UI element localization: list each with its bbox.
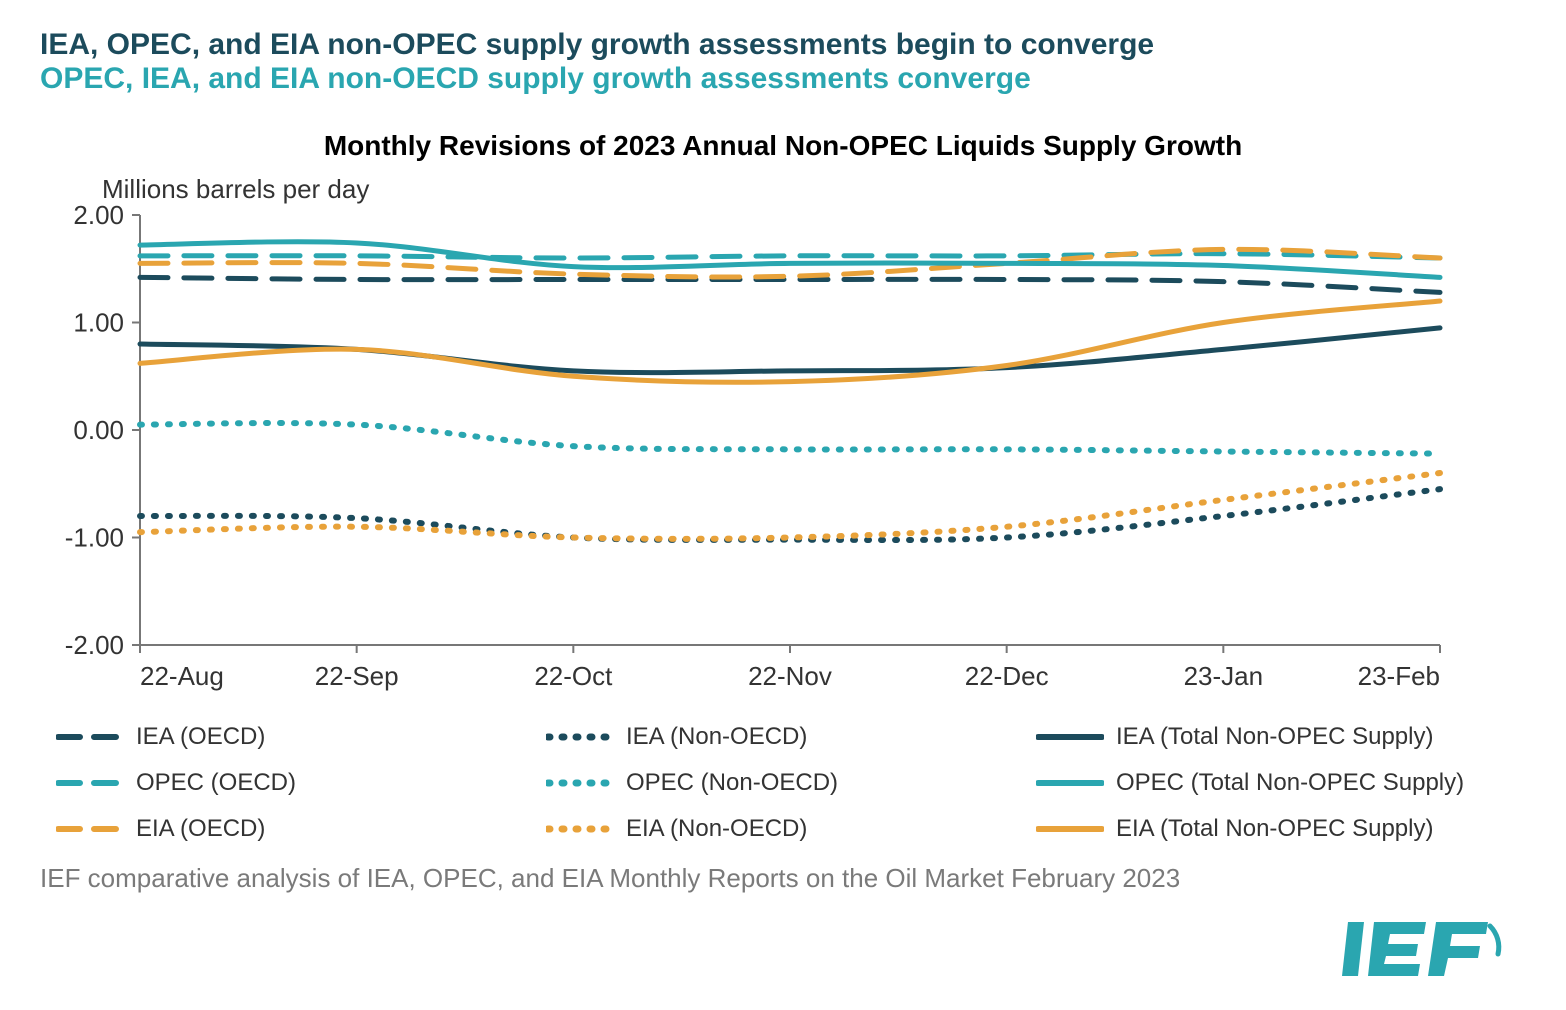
source-note: IEF comparative analysis of IEA, OPEC, a… xyxy=(40,863,1526,894)
legend-item-eia_nonoecd: EIA (Non-OECD) xyxy=(546,815,1036,843)
legend-label: EIA (Total Non-OPEC Supply) xyxy=(1116,815,1433,843)
series-iea_oecd xyxy=(140,277,1440,292)
x-tick-label: 22-Sep xyxy=(315,661,399,691)
legend-swatch xyxy=(56,824,124,834)
series-opec_nonoecd xyxy=(140,423,1440,454)
x-tick-label: 22-Oct xyxy=(534,661,613,691)
x-tick-label: 23-Feb xyxy=(1358,661,1440,691)
legend-swatch xyxy=(56,778,124,788)
legend-label: OPEC (Non-OECD) xyxy=(626,769,838,797)
legend-item-iea_total: IEA (Total Non-OPEC Supply) xyxy=(1036,723,1526,751)
legend-label: EIA (OECD) xyxy=(136,815,265,843)
chart-container: Monthly Revisions of 2023 Annual Non-OPE… xyxy=(40,130,1526,843)
legend-item-eia_total: EIA (Total Non-OPEC Supply) xyxy=(1036,815,1526,843)
legend-item-opec_oecd: OPEC (OECD) xyxy=(56,769,546,797)
legend-swatch xyxy=(546,732,614,742)
legend-swatch xyxy=(1036,824,1104,834)
y-tick-label: 1.00 xyxy=(73,308,124,338)
legend-label: IEA (Total Non-OPEC Supply) xyxy=(1116,723,1433,751)
y-tick-label: 0.00 xyxy=(73,415,124,445)
x-tick-label: 22-Aug xyxy=(140,661,224,691)
legend-label: OPEC (OECD) xyxy=(136,769,296,797)
legend-label: OPEC (Total Non-OPEC Supply) xyxy=(1116,769,1464,797)
legend-label: EIA (Non-OECD) xyxy=(626,815,807,843)
y-tick-label: -1.00 xyxy=(65,523,124,553)
series-opec_oecd xyxy=(140,254,1440,258)
legend-swatch xyxy=(56,732,124,742)
legend-item-eia_oecd: EIA (OECD) xyxy=(56,815,546,843)
y-tick-label: 2.00 xyxy=(73,205,124,230)
legend-item-opec_total: OPEC (Total Non-OPEC Supply) xyxy=(1036,769,1526,797)
x-tick-label: 23-Jan xyxy=(1184,661,1264,691)
x-tick-label: 22-Nov xyxy=(748,661,832,691)
legend-label: IEA (Non-OECD) xyxy=(626,723,807,751)
y-axis-label: Millions barrels per day xyxy=(102,174,1526,205)
line-chart: -2.00 -1.00 0.00 1.00 2.00 22-Aug 22-Sep 22-Oct… xyxy=(40,205,1470,705)
legend-label: IEA (OECD) xyxy=(136,723,265,751)
chart-title: Monthly Revisions of 2023 Annual Non-OPE… xyxy=(40,130,1526,162)
legend-swatch xyxy=(1036,778,1104,788)
y-tick-label: -2.00 xyxy=(65,630,124,660)
headline: IEA, OPEC, and EIA non-OPEC supply growt… xyxy=(40,28,1526,96)
legend-item-iea_nonoecd: IEA (Non-OECD) xyxy=(546,723,1036,751)
page: IEA, OPEC, and EIA non-OPEC supply growt… xyxy=(0,0,1566,1010)
series-eia_nonoecd xyxy=(140,473,1440,539)
headline-line-2: OPEC, IEA, and EIA non-OECD supply growt… xyxy=(40,62,1526,96)
legend-swatch xyxy=(546,824,614,834)
legend-item-opec_nonoecd: OPEC (Non-OECD) xyxy=(546,769,1036,797)
legend-swatch xyxy=(1036,732,1104,742)
legend-item-iea_oecd: IEA (OECD) xyxy=(56,723,546,751)
legend-swatch xyxy=(546,778,614,788)
legend: IEA (OECD) IEA (Non-OECD) IEA (Total Non-O… xyxy=(56,723,1526,843)
headline-line-1: IEA, OPEC, and EIA non-OPEC supply growt… xyxy=(40,28,1526,62)
x-tick-label: 22-Dec xyxy=(965,661,1049,691)
ief-logo xyxy=(1340,914,1510,984)
